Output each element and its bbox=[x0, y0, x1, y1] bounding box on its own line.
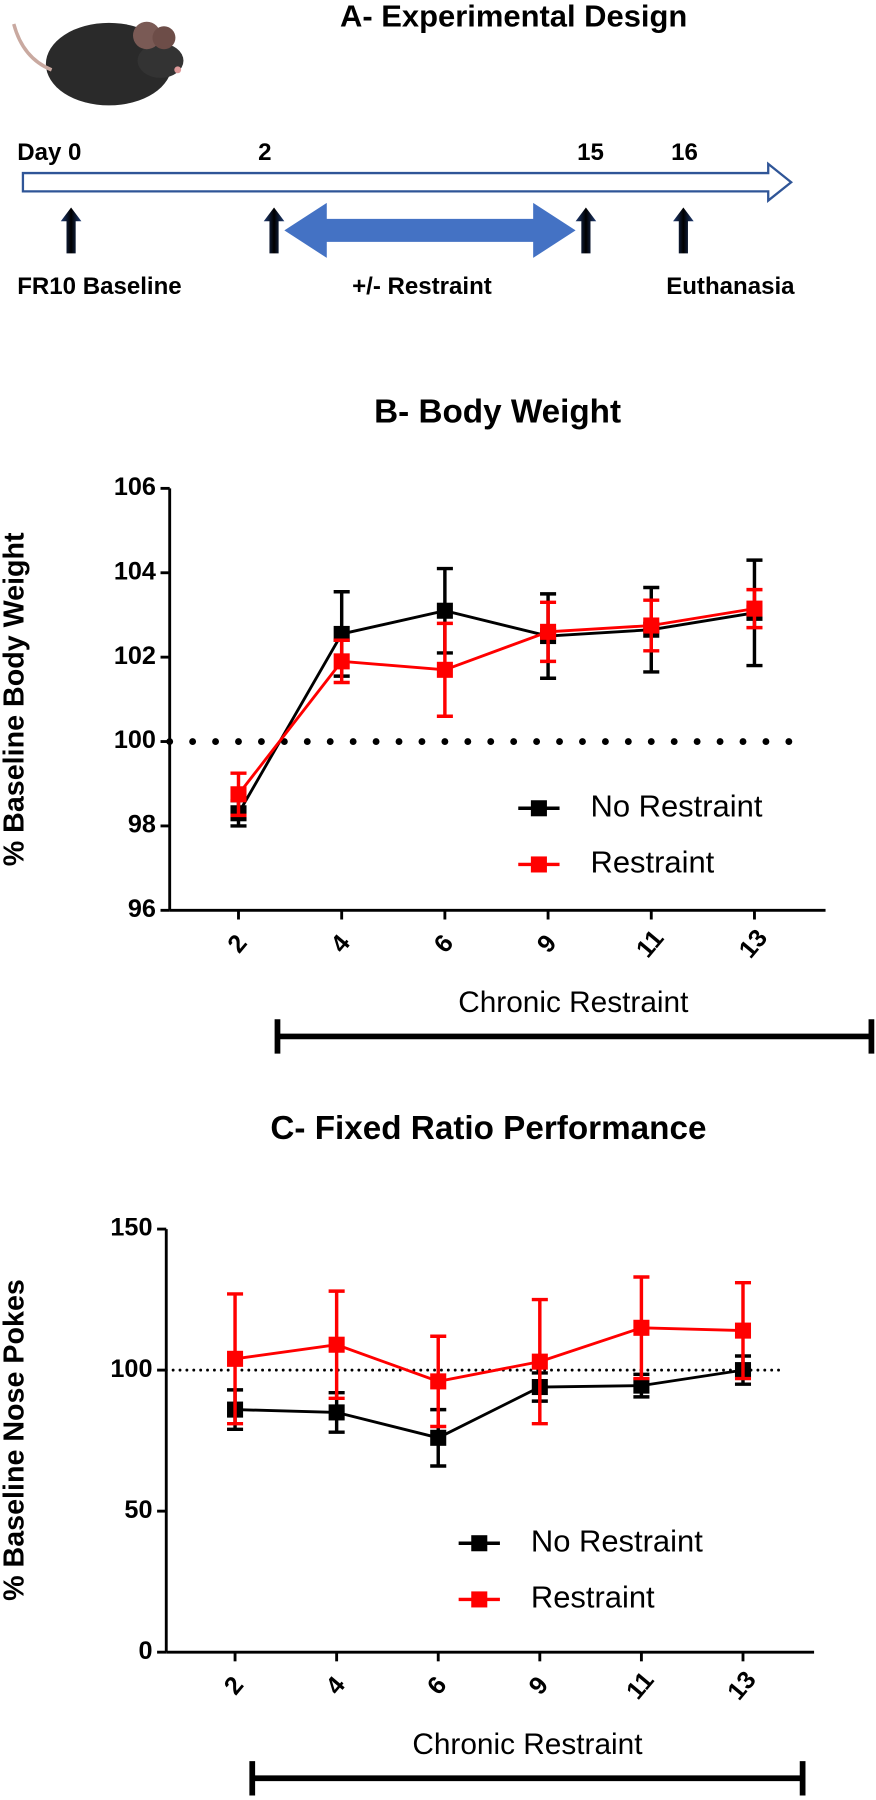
marker bbox=[328, 1404, 345, 1421]
legend-marker bbox=[471, 1591, 488, 1608]
marker bbox=[540, 623, 557, 640]
legend-label: Restraint bbox=[531, 1580, 655, 1615]
legend-label: No Restraint bbox=[531, 1523, 703, 1558]
marker bbox=[436, 661, 453, 678]
series-line bbox=[235, 1368, 744, 1440]
day-label: 15 bbox=[577, 139, 604, 166]
series-line bbox=[237, 607, 755, 796]
x-tick-label: 2 bbox=[219, 1671, 249, 1700]
event-arrows bbox=[60, 207, 694, 254]
x-tick-label: 13 bbox=[734, 924, 773, 963]
timeline-arrow bbox=[21, 161, 793, 203]
x-tick-label: 13 bbox=[722, 1666, 761, 1705]
marker bbox=[746, 600, 763, 617]
marker bbox=[633, 1377, 650, 1394]
event-label: FR10 Baseline bbox=[17, 273, 182, 300]
marker bbox=[436, 602, 453, 619]
panel-title: A- Experimental Design bbox=[340, 0, 687, 33]
mouse-icon bbox=[12, 21, 184, 106]
x-tick-label: 6 bbox=[429, 929, 459, 958]
marker bbox=[430, 1373, 447, 1390]
y-tick-label: 50 bbox=[124, 1496, 152, 1524]
chart-title: B- Body Weight bbox=[374, 394, 621, 431]
marker bbox=[633, 1319, 650, 1336]
y-tick-label: 102 bbox=[114, 642, 156, 670]
event-label: +/- Restraint bbox=[352, 273, 492, 300]
legend-marker bbox=[471, 1535, 488, 1552]
y-tick-label: 98 bbox=[128, 811, 156, 839]
marker bbox=[333, 625, 350, 642]
y-tick-label: 0 bbox=[138, 1637, 152, 1665]
x-tick-label: 9 bbox=[532, 929, 562, 958]
x-tick-label: 11 bbox=[631, 925, 670, 963]
marker bbox=[227, 1350, 244, 1367]
x-tick-label: 2 bbox=[222, 929, 252, 958]
y-tick-label: 104 bbox=[114, 557, 156, 585]
bracket bbox=[274, 1019, 875, 1054]
bracket bbox=[249, 1761, 806, 1796]
x-axis-label: Chronic Restraint bbox=[458, 986, 689, 1019]
marker bbox=[230, 786, 247, 803]
x-tick-label: 11 bbox=[621, 1666, 660, 1704]
legend-label: No Restraint bbox=[590, 788, 762, 823]
y-axis-label: % Baseline Body Weight bbox=[0, 532, 31, 866]
legend-marker bbox=[530, 800, 547, 817]
x-tick-label: 4 bbox=[320, 1671, 350, 1700]
marker bbox=[328, 1336, 345, 1353]
x-tick-label: 6 bbox=[422, 1671, 452, 1700]
marker bbox=[734, 1322, 752, 1339]
legend-label: Restraint bbox=[590, 845, 714, 880]
x-tick-label: 4 bbox=[325, 929, 355, 958]
series-line bbox=[234, 1326, 744, 1383]
y-tick-label: 96 bbox=[128, 895, 156, 923]
x-tick-label: 9 bbox=[524, 1671, 554, 1700]
day-label: Day 0 bbox=[17, 139, 81, 166]
x-axis-label: Chronic Restraint bbox=[412, 1728, 643, 1761]
day-label: 2 bbox=[258, 139, 271, 166]
y-tick-label: 150 bbox=[110, 1214, 152, 1242]
y-axis-label: % Baseline Nose Pokes bbox=[0, 1279, 31, 1601]
event-label: Euthanasia bbox=[666, 273, 795, 300]
day-label: 16 bbox=[671, 139, 698, 166]
y-tick-label: 100 bbox=[114, 726, 156, 754]
y-tick-label: 100 bbox=[110, 1355, 152, 1383]
marker bbox=[643, 617, 660, 634]
marker bbox=[333, 653, 350, 670]
legend-marker bbox=[530, 856, 547, 873]
restraint-arrow bbox=[284, 202, 576, 258]
y-tick-label: 106 bbox=[114, 473, 156, 501]
marker bbox=[430, 1429, 447, 1446]
marker bbox=[531, 1353, 548, 1370]
chart-title: C- Fixed Ratio Performance bbox=[270, 1110, 706, 1147]
series-line bbox=[237, 609, 755, 814]
